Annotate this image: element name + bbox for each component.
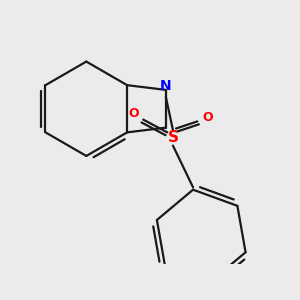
Text: O: O	[202, 111, 213, 124]
Text: N: N	[160, 79, 172, 93]
Text: O: O	[128, 106, 139, 119]
Text: S: S	[167, 130, 178, 145]
